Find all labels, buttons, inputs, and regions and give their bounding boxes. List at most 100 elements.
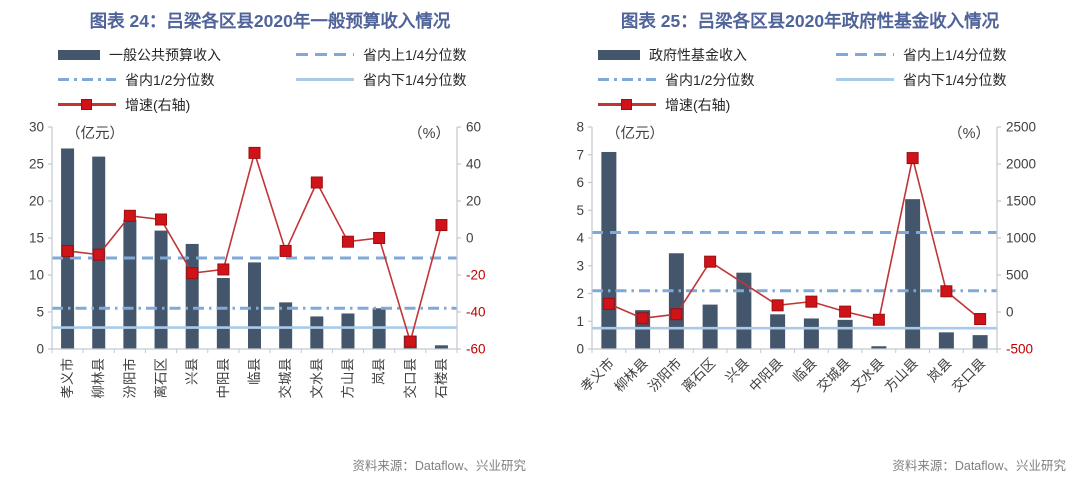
axes: 0 5 10 15 20 25 30 -60 -40 -20 0 20 40 60	[29, 120, 486, 357]
solid-line-swatch-icon	[296, 78, 354, 81]
svg-text:5: 5	[576, 203, 584, 218]
svg-text:1000: 1000	[1006, 231, 1036, 246]
svg-text:-20: -20	[466, 268, 486, 283]
svg-text:-500: -500	[1006, 342, 1033, 357]
legend-label: 省内1/2分位数	[125, 71, 215, 88]
svg-text:25: 25	[29, 157, 44, 172]
svg-text:交城县: 交城县	[813, 355, 853, 395]
svg-text:1: 1	[576, 314, 584, 329]
growth-line-series	[61, 146, 448, 348]
svg-text:0: 0	[466, 231, 474, 246]
svg-text:500: 500	[1006, 268, 1029, 283]
legend-item-lower-quartile: 省内下1/4分位数	[836, 69, 1080, 90]
svg-text:汾阳市: 汾阳市	[645, 355, 685, 395]
svg-text:2000: 2000	[1006, 157, 1036, 172]
chart-24-panel: 图表 24：吕梁各区县2020年一般预算收入情况 一般公共预算收入 省内上1/4…	[29, 11, 540, 473]
line-marker-swatch-icon	[598, 99, 656, 109]
legend-label: 省内上1/4分位数	[363, 46, 467, 63]
right-axis-unit-label: （%）	[408, 125, 450, 142]
svg-text:2: 2	[576, 286, 584, 301]
chart-25-panel: 图表 25：吕梁各区县2020年政府性基金收入情况 政府性基金收入 省内上1/4…	[540, 0, 1080, 489]
bar-swatch-icon	[598, 49, 640, 60]
bar-series	[601, 151, 988, 349]
svg-text:文水县: 文水县	[309, 358, 324, 399]
svg-text:岚县: 岚县	[372, 358, 387, 385]
svg-text:交口县: 交口县	[948, 355, 988, 395]
svg-text:方山县: 方山县	[882, 356, 921, 395]
svg-text:兴县: 兴县	[722, 356, 752, 386]
svg-text:2500: 2500	[1006, 120, 1036, 135]
svg-text:文水县: 文水县	[848, 356, 887, 395]
svg-text:中阳县: 中阳县	[747, 356, 786, 395]
dashdot-line-swatch-icon	[58, 78, 116, 81]
legend-label: 一般公共预算收入	[109, 46, 221, 63]
legend-item-median: 省内1/2分位数	[598, 69, 836, 90]
axes: 0 1 2 3 4 5 6 7 8 -500 0 500 1000 1500 2000 2500	[576, 120, 1036, 357]
legend-item-fund-bar: 政府性基金收入	[598, 44, 836, 65]
svg-text:离石区: 离石区	[153, 358, 169, 399]
svg-text:-60: -60	[466, 342, 486, 357]
chart-24-canvas: 0 5 10 15 20 25 30 -60 -40 -20 0 20 40 60 孝义市 柳林县 汾阳市 离石区…	[29, 120, 486, 399]
legend-item-growth: 增速(右轴)	[58, 94, 296, 115]
svg-text:6: 6	[576, 175, 584, 190]
svg-text:-40: -40	[466, 305, 486, 320]
legend-label: 省内1/2分位数	[665, 71, 755, 88]
legend-label: 省内上1/4分位数	[903, 46, 1007, 63]
bar-swatch-icon	[58, 49, 100, 60]
svg-text:孝义市: 孝义市	[59, 358, 75, 399]
chart-25-canvas: 0 1 2 3 4 5 6 7 8 -500 0 500 1000 1500 2000 2500 孝义市柳林县汾…	[576, 120, 1036, 395]
svg-text:0: 0	[1006, 305, 1014, 320]
left-axis-unit-label: （亿元）	[606, 125, 664, 142]
left-axis-unit-label: （亿元）	[66, 125, 124, 142]
legend-label: 增速(右轴)	[665, 96, 731, 113]
dashdot-line-swatch-icon	[598, 78, 656, 81]
legend-label: 增速(右轴)	[125, 96, 191, 113]
svg-text:20: 20	[466, 194, 481, 209]
svg-text:孝义市: 孝义市	[577, 355, 617, 395]
svg-text:10: 10	[29, 268, 44, 283]
legend-item-lower-quartile: 省内下1/4分位数	[296, 69, 540, 90]
svg-text:中阳县: 中阳县	[216, 358, 231, 399]
svg-text:40: 40	[466, 157, 481, 172]
legend-item-upper-quartile: 省内上1/4分位数	[836, 44, 1080, 65]
legend-item-revenue-bar: 一般公共预算收入	[58, 44, 296, 65]
line-marker-swatch-icon	[58, 99, 116, 109]
legend-item-upper-quartile: 省内上1/4分位数	[296, 44, 540, 65]
legend-item-median: 省内1/2分位数	[58, 69, 296, 90]
svg-text:0: 0	[36, 342, 44, 357]
chart-24-source-note: 资料来源：Dataflow、兴业研究	[352, 459, 526, 473]
legend-label: 政府性基金收入	[649, 46, 747, 63]
svg-text:30: 30	[29, 120, 44, 135]
svg-text:柳林县: 柳林县	[91, 358, 106, 399]
svg-text:1500: 1500	[1006, 194, 1036, 209]
chart-25-title: 图表 25：吕梁各区县2020年政府性基金收入情况	[620, 11, 1000, 31]
dashed-line-swatch-icon	[296, 53, 354, 56]
chart-24-title: 图表 24：吕梁各区县2020年一般预算收入情况	[89, 11, 451, 31]
svg-text:石楼县: 石楼县	[434, 358, 449, 399]
svg-text:汾阳市: 汾阳市	[121, 358, 137, 399]
svg-text:方山县: 方山县	[340, 358, 355, 399]
legend-item-growth: 增速(右轴)	[598, 94, 836, 115]
svg-text:0: 0	[576, 342, 584, 357]
svg-text:兴县: 兴县	[185, 358, 200, 385]
right-axis-unit-label: （%）	[948, 125, 990, 142]
legend-label: 省内下1/4分位数	[363, 71, 467, 88]
quartile-lines	[592, 230, 997, 330]
legend-label: 省内下1/4分位数	[903, 71, 1007, 88]
svg-text:20: 20	[29, 194, 44, 209]
quartile-lines	[52, 256, 457, 329]
svg-text:8: 8	[576, 120, 584, 135]
x-axis-labels: 孝义市 柳林县 汾阳市 离石区 兴县 中阳县 临县 交城县 文水县 方山县 岚县 交口县 石楼县	[59, 358, 449, 399]
svg-text:柳林县: 柳林县	[612, 356, 651, 395]
svg-text:60: 60	[466, 120, 481, 135]
svg-text:4: 4	[576, 231, 584, 246]
solid-line-swatch-icon	[836, 78, 894, 81]
svg-text:5: 5	[36, 305, 44, 320]
svg-text:15: 15	[29, 231, 44, 246]
svg-text:离石区: 离石区	[678, 355, 718, 395]
svg-text:3: 3	[576, 258, 584, 273]
svg-text:临县: 临县	[247, 358, 262, 385]
svg-text:岚县: 岚县	[925, 356, 955, 386]
